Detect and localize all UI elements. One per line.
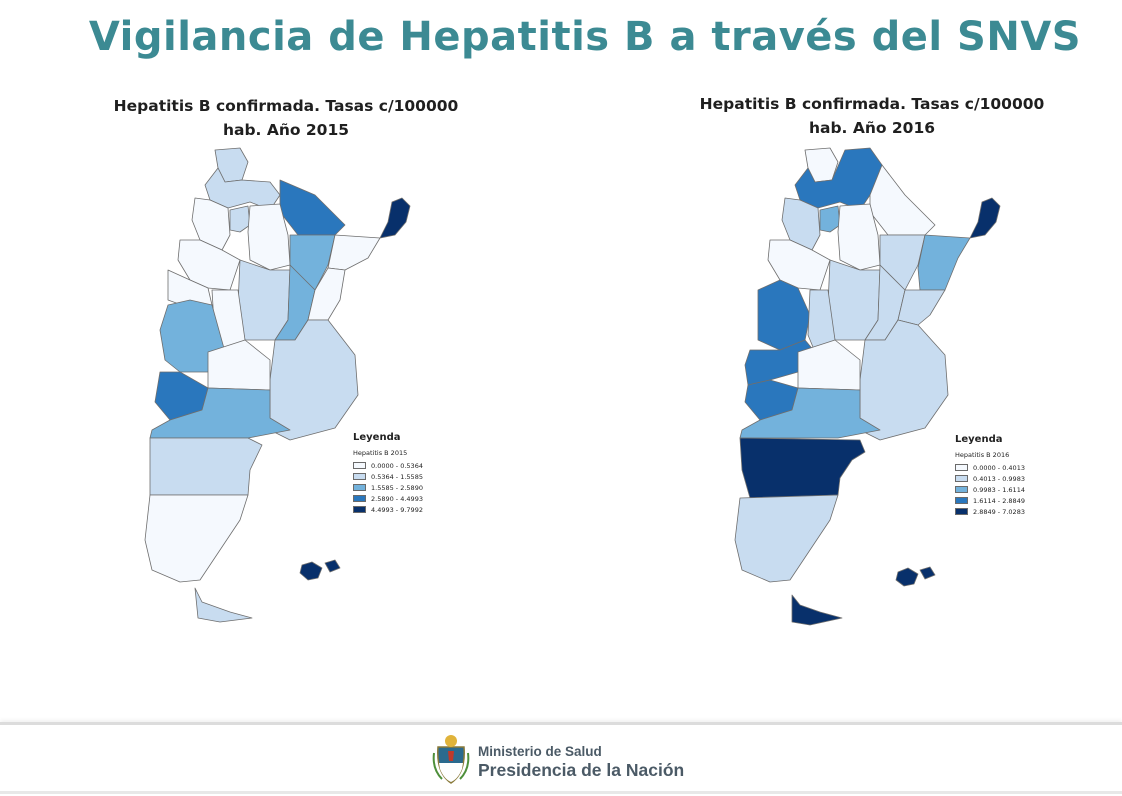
legend-label: 2.8849 - 7.0283 (973, 507, 1025, 516)
province-la-pampa (797, 339, 861, 391)
map-2015 (144, 147, 411, 623)
province-cordoba (827, 259, 881, 341)
legend-swatch (353, 484, 366, 491)
province-chubut (739, 437, 866, 499)
map-2016-title-line2: hab. Año 2016 (808, 119, 936, 137)
ministry-logo-text: Ministerio de Salud Presidencia de la Na… (478, 744, 684, 780)
province-santiago-del-estero (247, 203, 291, 271)
legend-label: 2.5890 - 4.4993 (371, 494, 423, 503)
legend-2016-class-4: 1.6114 - 2.8849 (955, 495, 1025, 506)
province-misiones (379, 197, 411, 239)
province-santa-cruz (734, 494, 839, 583)
map-2015-title: Hepatitis B confirmada. Tasas c/100000 h… (100, 94, 472, 142)
province-tucuman (229, 205, 251, 233)
legend-2016-class-2: 0.4013 - 0.9983 (955, 473, 1025, 484)
province-misiones (969, 197, 1001, 239)
legend-label: 0.4013 - 0.9983 (973, 474, 1025, 483)
footer (0, 722, 1122, 796)
province-catamarca (781, 197, 821, 251)
province-chubut (149, 437, 263, 496)
legend-2015-class-3: 1.5585 - 2.5890 (353, 482, 423, 493)
province-corrientes (917, 234, 971, 291)
legend-swatch (955, 486, 968, 493)
legend-label: 0.0000 - 0.5364 (371, 461, 423, 470)
province-tierra-del-fuego (791, 594, 843, 626)
province-cordoba (237, 259, 291, 341)
legend-2015-class-2: 0.5364 - 1.5585 (353, 471, 423, 482)
legend-2016-class-3: 0.9983 - 1.6114 (955, 484, 1025, 495)
legend-label: 4.4993 - 9.7992 (371, 505, 423, 514)
legend-2015-class-5: 4.4993 - 9.7992 (353, 504, 423, 515)
legend-2016-class-5: 2.8849 - 7.0283 (955, 506, 1025, 517)
province-formosa (869, 164, 936, 236)
legend-2016-class-1: 0.0000 - 0.4013 (955, 462, 1025, 473)
legend-2015-title: Leyenda (353, 432, 401, 443)
legend-label: 0.0000 - 0.4013 (973, 463, 1025, 472)
province-tucuman (819, 205, 841, 233)
legend-label: 0.5364 - 1.5585 (371, 472, 423, 481)
legend-2016-title: Leyenda (955, 434, 1003, 445)
province-la-pampa (207, 339, 271, 391)
legend-swatch (353, 473, 366, 480)
legend-label: 0.9983 - 1.6114 (973, 485, 1025, 494)
legend-swatch (955, 475, 968, 482)
page-title: Vigilancia de Hepatitis B a través del S… (88, 14, 1082, 60)
province-tierra-del-fuego (194, 587, 253, 623)
map-2016-title-line1: Hepatitis B confirmada. Tasas c/100000 (699, 95, 1045, 113)
legend-swatch (955, 508, 968, 515)
province-santa-cruz (144, 494, 249, 583)
province-catamarca (191, 197, 231, 251)
ministry-line1: Ministerio de Salud (478, 744, 602, 759)
legend-swatch (955, 497, 968, 504)
province-formosa (279, 179, 346, 236)
legend-2016-subtitle: Hepatitis B 2016 (955, 451, 1010, 459)
province-rio-negro (739, 387, 881, 439)
legend-label: 1.5585 - 2.5890 (371, 483, 423, 492)
legend-swatch (353, 462, 366, 469)
map-2016-legend: Leyenda Hepatitis B 2016 0.0000 - 0.4013… (955, 434, 1025, 517)
map-2015-legend: Leyenda Hepatitis B 2015 0.0000 - 0.5364… (353, 432, 423, 515)
map-2015-title-line1: Hepatitis B confirmada. Tasas c/100000 (113, 97, 459, 115)
ministry-line2: Presidencia de la Nación (478, 760, 685, 780)
legend-2015-class-1: 0.0000 - 0.5364 (353, 460, 423, 471)
province-santiago-del-estero (837, 203, 881, 271)
legend-label: 1.6114 - 2.8849 (973, 496, 1025, 505)
legend-2015-class-4: 2.5890 - 4.4993 (353, 493, 423, 504)
map-2016-title: Hepatitis B confirmada. Tasas c/100000 h… (682, 92, 1062, 140)
legend-swatch (353, 506, 366, 513)
map-2016 (734, 147, 1001, 626)
province-san-juan (757, 279, 811, 351)
province-entre-rios (897, 289, 946, 326)
islas-malvinas (299, 559, 341, 581)
province-corrientes (327, 234, 381, 271)
legend-swatch (955, 464, 968, 471)
legend-2015-subtitle: Hepatitis B 2015 (353, 449, 408, 457)
islas-malvinas (895, 566, 936, 587)
map-2015-title-line2: hab. Año 2015 (222, 121, 350, 139)
coat-of-arms-icon (432, 735, 470, 784)
legend-swatch (353, 495, 366, 502)
province-rio-negro (149, 387, 291, 439)
